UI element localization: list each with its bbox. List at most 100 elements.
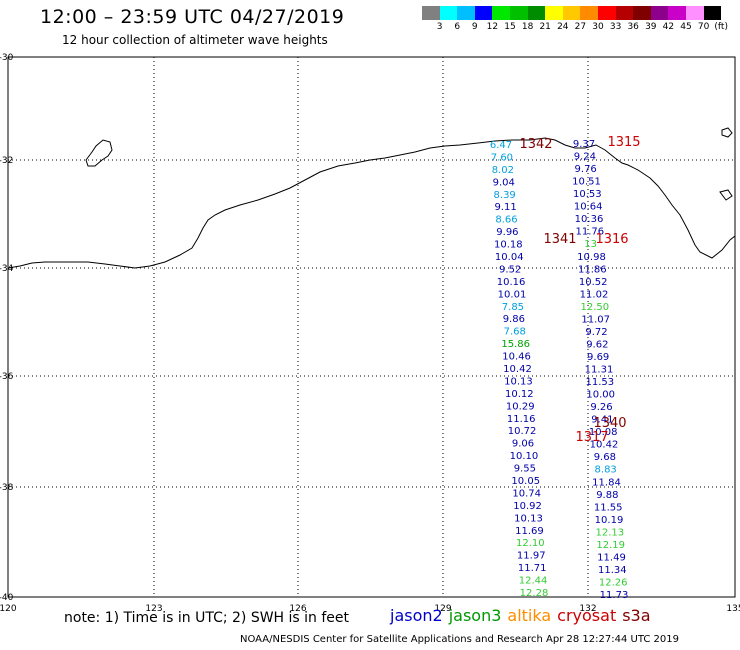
wave-height-value-west: 10.13 [514,513,543,524]
orbit-pass-label: 1342 [519,137,552,152]
wave-height-value-east: 10.98 [577,252,606,263]
note-text: note: 1) Time is in UTC; 2) SWH is in fe… [64,610,350,626]
wave-height-value-east: 10.08 [589,427,618,438]
orbit-pass-label: 1340 [593,416,626,431]
island-recherche [85,139,113,167]
color-scale-label: 24 [557,22,569,32]
wave-height-value-east: 10.53 [573,189,602,200]
orbit-pass-label: 1341 [543,232,576,247]
color-swatch [650,6,669,20]
color-scale-label: 15 [504,22,516,32]
legend-item-s3a: s3a [622,606,651,625]
color-scale-label: 39 [645,22,657,32]
altimeter-track-east: 9.379.249.7610.5110.5310.6410.3611.76131… [572,139,628,601]
wave-height-value-west: 12.44 [519,576,548,587]
wave-height-value-west: 12.28 [520,588,549,599]
wave-height-value-east: 10.00 [586,390,615,401]
legend-item-jason2: jason2 [390,606,443,625]
wave-height-value-east: 12.50 [581,302,610,313]
wave-height-value-west: 8.02 [492,165,514,176]
color-swatch [509,6,528,20]
color-swatch [474,6,493,20]
wave-height-value-east: 10.36 [575,214,604,225]
wave-height-value-east: 12.13 [596,527,625,538]
wave-height-value-east: 11.86 [578,264,607,275]
wave-height-value-west: 10.46 [502,352,531,363]
longitude-label: 132 [579,604,596,614]
island-kangaroo [721,127,733,138]
wave-height-value-east: 9.88 [596,490,618,501]
color-scale-label: 12 [486,22,499,32]
color-scale-label: (ft) [714,22,728,32]
longitude-label: 120 [0,604,17,614]
wave-height-value-west: 11.69 [515,526,544,537]
wave-height-value-west: 7.85 [502,302,524,313]
wave-height-value-west: 8.66 [495,215,517,226]
color-scale-label: 30 [592,22,604,32]
wave-height-value-west: 9.52 [499,264,521,275]
color-scale-label: 70 [697,22,710,32]
wave-height-value-west: 9.55 [514,464,536,475]
orbit-pass-label: 1315 [607,135,640,150]
color-scale-label: 42 [662,22,675,32]
wave-height-value-west: 10.16 [497,277,526,288]
wave-height-value-west: 7.68 [504,327,526,338]
wave-height-value-west: 9.96 [496,227,518,238]
latitude-label: -34 [0,264,14,274]
wave-height-value-east: 11.84 [592,477,621,488]
wave-height-value-east: 11.34 [598,565,627,576]
wave-height-value-east: 9.69 [587,352,609,363]
color-scale-label: 9 [471,22,478,32]
color-scale-label: 6 [454,22,461,32]
wave-height-value-west: 9.04 [493,177,515,188]
wave-height-value-east: 9.24 [574,152,596,163]
altimeter-track-west: 6.477.608.029.048.399.118.669.9610.1810.… [490,140,548,599]
wave-height-value-east: 12.26 [599,577,628,588]
wave-height-value-west: 10.10 [510,451,539,462]
legend-item-cryosat: cryosat [557,606,617,625]
latitude-label: -32 [0,156,13,166]
wave-height-value-east: 11.53 [586,377,615,388]
wave-height-value-west: 10.01 [498,289,527,300]
color-scale-label: 18 [521,22,534,32]
color-scale-label: 36 [627,22,639,32]
color-scale-bar [422,6,722,20]
wave-height-value-west: 11.16 [507,414,536,425]
wave-height-value-east: 10.64 [574,202,603,213]
wave-height-value-west: 10.05 [511,476,540,487]
wave-height-value-east: 13 [584,239,597,250]
color-swatch [527,6,546,20]
wave-height-value-east: 11.76 [576,227,605,238]
latitude-label: -38 [0,483,14,493]
wave-height-value-west: 10.29 [506,401,535,412]
map-title: 12:00 – 23:59 UTC 04/27/2019 [40,6,345,28]
longitude-label: 135 [726,604,740,614]
longitude-label: 129 [434,604,451,614]
color-swatch [597,6,616,20]
wave-height-value-west: 11.97 [517,551,546,562]
satellite-legend: jason2 jason3 altika cryosat s3a [390,606,657,625]
color-swatch [703,6,722,20]
wave-height-value-west: 12.10 [516,538,545,549]
color-swatch [685,6,704,20]
wave-height-value-west: 10.72 [508,426,537,437]
wave-height-value-west: 10.13 [504,376,533,387]
latitude-label: -40 [0,593,14,603]
color-swatch [562,6,581,20]
wave-height-value-west: 9.11 [494,202,516,213]
wave-height-value-west: 15.86 [501,339,530,350]
color-swatch [545,6,563,20]
wave-height-value-west: 6.47 [490,140,512,151]
color-scale-label: 21 [539,22,551,32]
wave-height-value-east: 9.37 [573,139,595,150]
coastline-australia-south [7,137,736,269]
wave-height-value-east: 10.51 [572,177,601,188]
wave-height-value-east: 8.83 [595,465,617,476]
legend-item-jason3: jason3 [448,606,502,625]
wave-height-value-east: 11.55 [594,502,623,513]
wave-height-value-east: 9.68 [594,452,616,463]
wave-height-value-west: 10.04 [495,252,524,263]
